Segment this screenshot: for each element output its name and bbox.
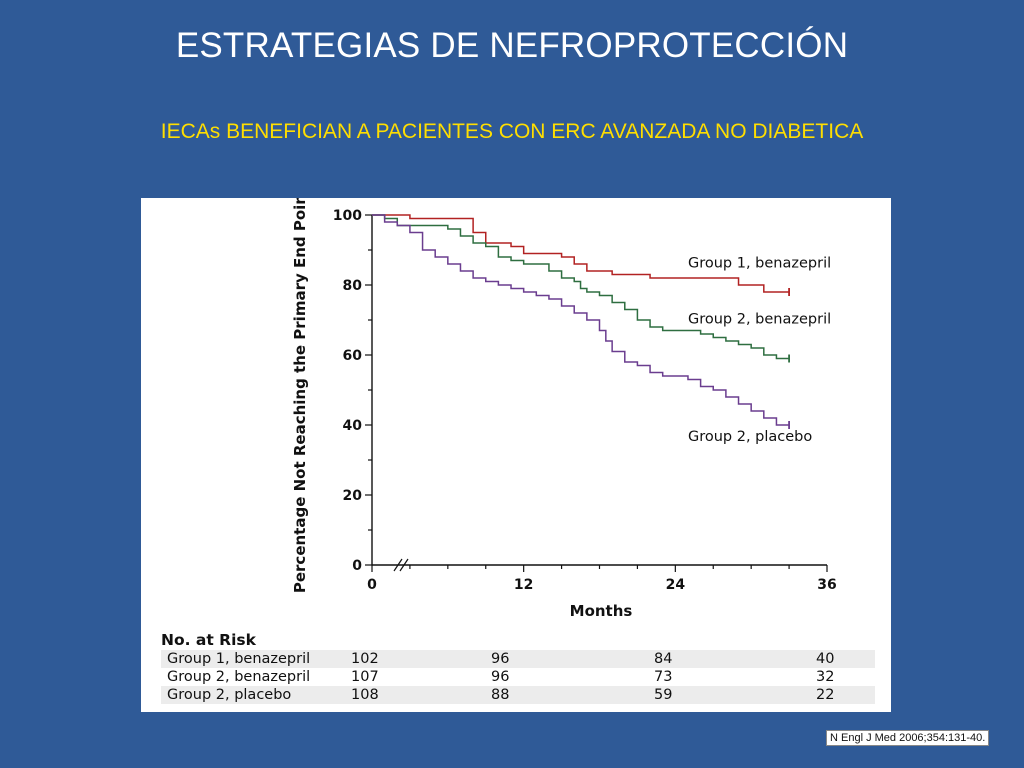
citation: N Engl J Med 2006;354:131-40.	[826, 730, 990, 746]
x-tick-label: 12	[514, 577, 533, 593]
risk-table-row: Group 1, benazepril 102 96 84 40	[161, 650, 875, 668]
x-tick-label: 24	[666, 577, 686, 593]
risk-count: 108	[351, 687, 379, 703]
y-axis-title: Percentage Not Reaching the Primary End …	[291, 198, 309, 593]
series-lines	[372, 214, 790, 429]
risk-count: 40	[816, 651, 835, 667]
series-line-2	[372, 214, 790, 360]
risk-group-name: Group 1, benazepril	[167, 651, 311, 667]
risk-count: 88	[491, 687, 510, 703]
risk-group-name: Group 2, placebo	[167, 687, 292, 703]
series-line-1	[372, 214, 790, 293]
series-label: Group 2, placebo	[688, 429, 812, 445]
x-tick-label: 36	[817, 577, 836, 593]
risk-table: No. at Risk Group 1, benazepril 102 96 84 40…	[161, 630, 875, 704]
series-label: Group 1, benazepril	[688, 256, 831, 272]
y-tick-label: 20	[343, 488, 363, 504]
risk-count: 96	[491, 651, 510, 667]
risk-table-rows: Group 1, benazepril 102 96 84 40 Group 2, ben…	[161, 650, 875, 704]
y-tick-label: 60	[343, 348, 363, 364]
y-tick-label: 100	[333, 208, 362, 224]
risk-table-row: Group 2, benazepril 107 96 73 32	[161, 668, 875, 686]
y-tick-label: 0	[352, 558, 362, 574]
axis-break-mark	[393, 558, 409, 572]
y-tick-label: 40	[343, 418, 363, 434]
x-axis-title: Months	[570, 602, 633, 620]
axes: 0 20 40 60 80 100 0 12 24 36	[333, 208, 837, 593]
series-label: Group 2, benazepril	[688, 312, 831, 328]
figure-panel: 0 20 40 60 80 100 0 12 24 36 Group 1, benazepril G…	[141, 198, 891, 712]
x-tick-label: 0	[367, 577, 377, 593]
risk-count: 22	[816, 687, 835, 703]
risk-count: 32	[816, 669, 835, 685]
risk-table-heading: No. at Risk	[161, 631, 256, 649]
risk-count: 102	[351, 651, 379, 667]
risk-group-name: Group 2, benazepril	[167, 669, 311, 685]
slide-subtitle: IECAs BENEFICIAN A PACIENTES CON ERC AVA…	[160, 120, 864, 143]
risk-count: 96	[491, 669, 510, 685]
risk-count: 59	[654, 687, 673, 703]
slide-title: ESTRATEGIAS DE NEFROPROTECCIÓN	[175, 26, 849, 65]
y-tick-label: 80	[343, 278, 363, 294]
risk-table-row: Group 2, placebo 108 88 59 22	[161, 686, 875, 704]
risk-count: 73	[654, 669, 673, 685]
series-line-3	[372, 214, 790, 426]
series-labels: Group 1, benazepril Group 2, benazepril Gr…	[688, 256, 831, 445]
risk-count: 107	[351, 669, 379, 685]
risk-count: 84	[654, 651, 673, 667]
